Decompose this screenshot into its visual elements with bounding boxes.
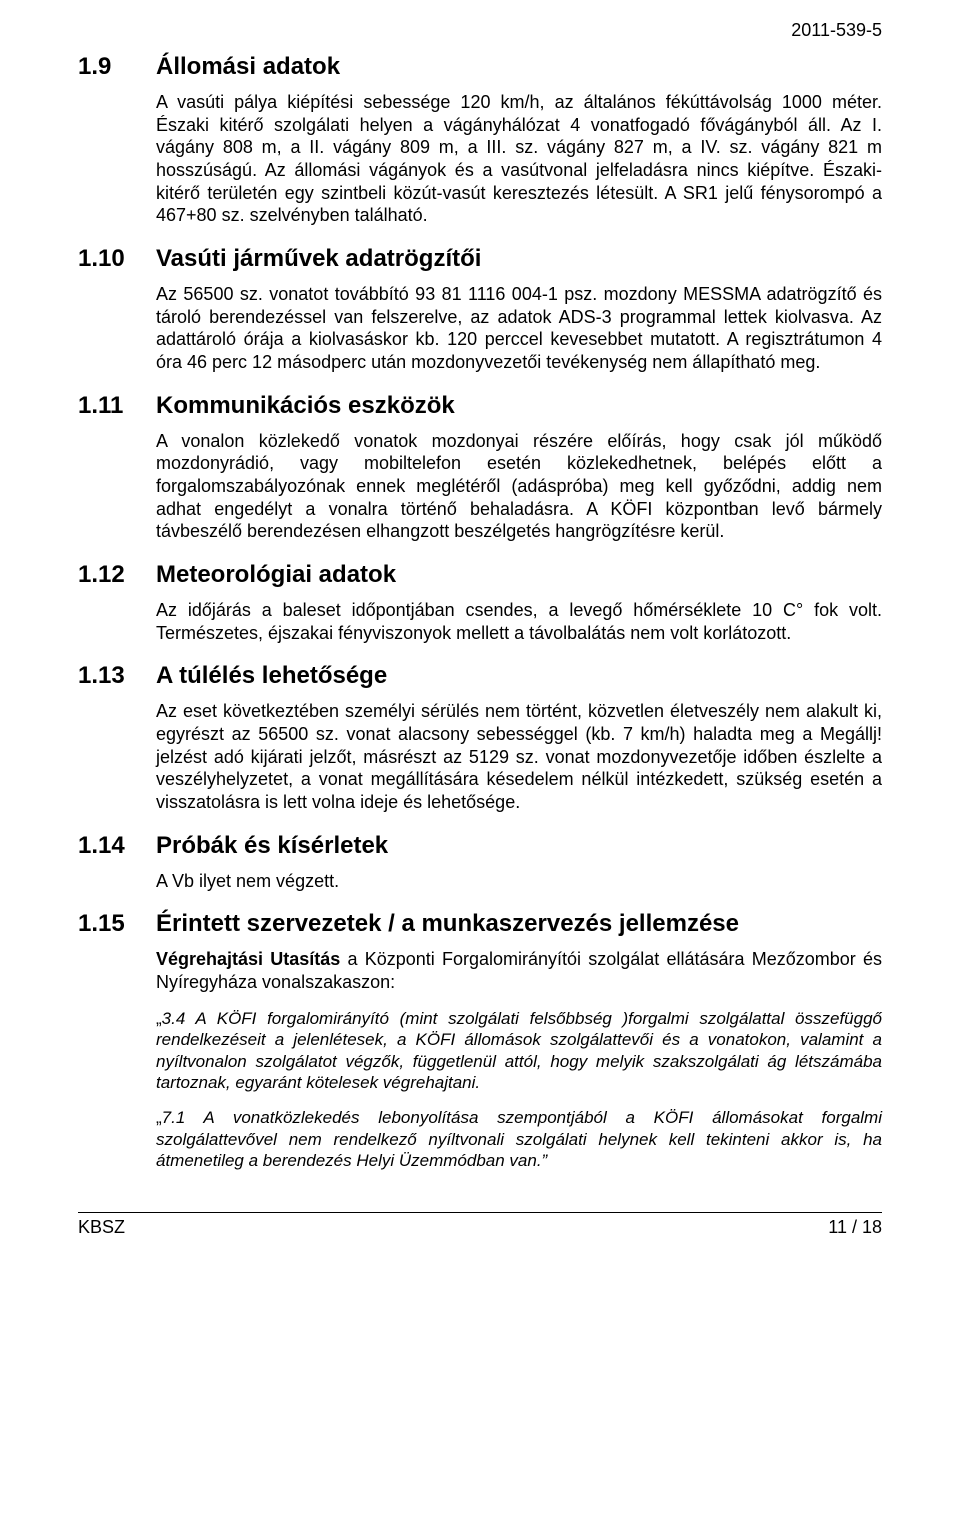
section-number: 1.12	[78, 561, 156, 589]
quote-paragraph: „3.4 A KÖFI forgalomirányító (mint szolg…	[156, 1008, 882, 1094]
section: 1.9Állomási adatok A vasúti pálya kiépíté…	[78, 53, 882, 227]
section-body: Az 56500 sz. vonatot továbbító 93 81 111…	[156, 283, 882, 374]
section-title: Kommunikációs eszközök	[156, 392, 455, 420]
section: 1.10Vasúti járművek adatrögzítői Az 56500…	[78, 245, 882, 374]
section: 1.11Kommunikációs eszközök A vonalon közl…	[78, 392, 882, 543]
section: 1.12Meteorológiai adatok Az időjárás a ba…	[78, 561, 882, 644]
footer-left: KBSZ	[78, 1217, 125, 1238]
section-title: Próbák és kísérletek	[156, 832, 388, 860]
section-number: 1.10	[78, 245, 156, 273]
section-heading: 1.15Érintett szervezetek / a munkaszerve…	[78, 910, 882, 938]
section-title: A túlélés lehetősége	[156, 662, 387, 690]
section-title: Érintett szervezetek / a munkaszervezés …	[156, 910, 739, 938]
section-number: 1.9	[78, 53, 156, 81]
section-title: Meteorológiai adatok	[156, 561, 396, 589]
quote-body: 3.4 A KÖFI forgalomirányító (mint szolgá…	[156, 1009, 882, 1092]
paragraph: Az 56500 sz. vonatot továbbító 93 81 111…	[156, 283, 882, 374]
section-body: Az eset következtében személyi sérülés n…	[156, 700, 882, 813]
section-body: A Vb ilyet nem végzett.	[156, 870, 882, 893]
quote-paragraph: „7.1 A vonatközlekedés lebonyolítása sze…	[156, 1107, 882, 1171]
paragraph: A Vb ilyet nem végzett.	[156, 870, 882, 893]
paragraph: Az időjárás a baleset időpontjában csend…	[156, 599, 882, 644]
section-heading: 1.12Meteorológiai adatok	[78, 561, 882, 589]
section-heading: 1.13A túlélés lehetősége	[78, 662, 882, 690]
section-body: A vasúti pálya kiépítési sebessége 120 k…	[156, 91, 882, 227]
section-number: 1.11	[78, 392, 156, 420]
paragraph: Az eset következtében személyi sérülés n…	[156, 700, 882, 813]
section-title: Vasúti járművek adatrögzítői	[156, 245, 481, 273]
section-number: 1.15	[78, 910, 156, 938]
section-heading: 1.14Próbák és kísérletek	[78, 832, 882, 860]
section-heading: 1.10Vasúti járművek adatrögzítői	[78, 245, 882, 273]
section-body: A vonalon közlekedő vonatok mozdonyai ré…	[156, 430, 882, 543]
section: 1.15Érintett szervezetek / a munkaszerve…	[78, 910, 882, 1171]
section-body: Végrehajtási Utasítás a Központi Forgalo…	[156, 948, 882, 1171]
footer-right: 11 / 18	[828, 1217, 882, 1238]
document-id: 2011-539-5	[78, 20, 882, 41]
section: 1.14Próbák és kísérletek A Vb ilyet nem v…	[78, 832, 882, 893]
section-heading: 1.9Állomási adatok	[78, 53, 882, 81]
sections-container: 1.9Állomási adatok A vasúti pálya kiépíté…	[78, 53, 882, 1172]
section-heading: 1.11Kommunikációs eszközök	[78, 392, 882, 420]
section: 1.13A túlélés lehetősége Az eset következ…	[78, 662, 882, 813]
section-title: Állomási adatok	[156, 53, 340, 81]
section-number: 1.14	[78, 832, 156, 860]
intro-paragraph: Végrehajtási Utasítás a Központi Forgalo…	[156, 948, 882, 993]
section-number: 1.13	[78, 662, 156, 690]
page-footer: KBSZ 11 / 18	[78, 1212, 882, 1238]
quote-body: 7.1 A vonatközlekedés lebonyolítása szem…	[156, 1108, 882, 1170]
paragraph: A vonalon közlekedő vonatok mozdonyai ré…	[156, 430, 882, 543]
paragraph: A vasúti pálya kiépítési sebessége 120 k…	[156, 91, 882, 227]
section-body: Az időjárás a baleset időpontjában csend…	[156, 599, 882, 644]
